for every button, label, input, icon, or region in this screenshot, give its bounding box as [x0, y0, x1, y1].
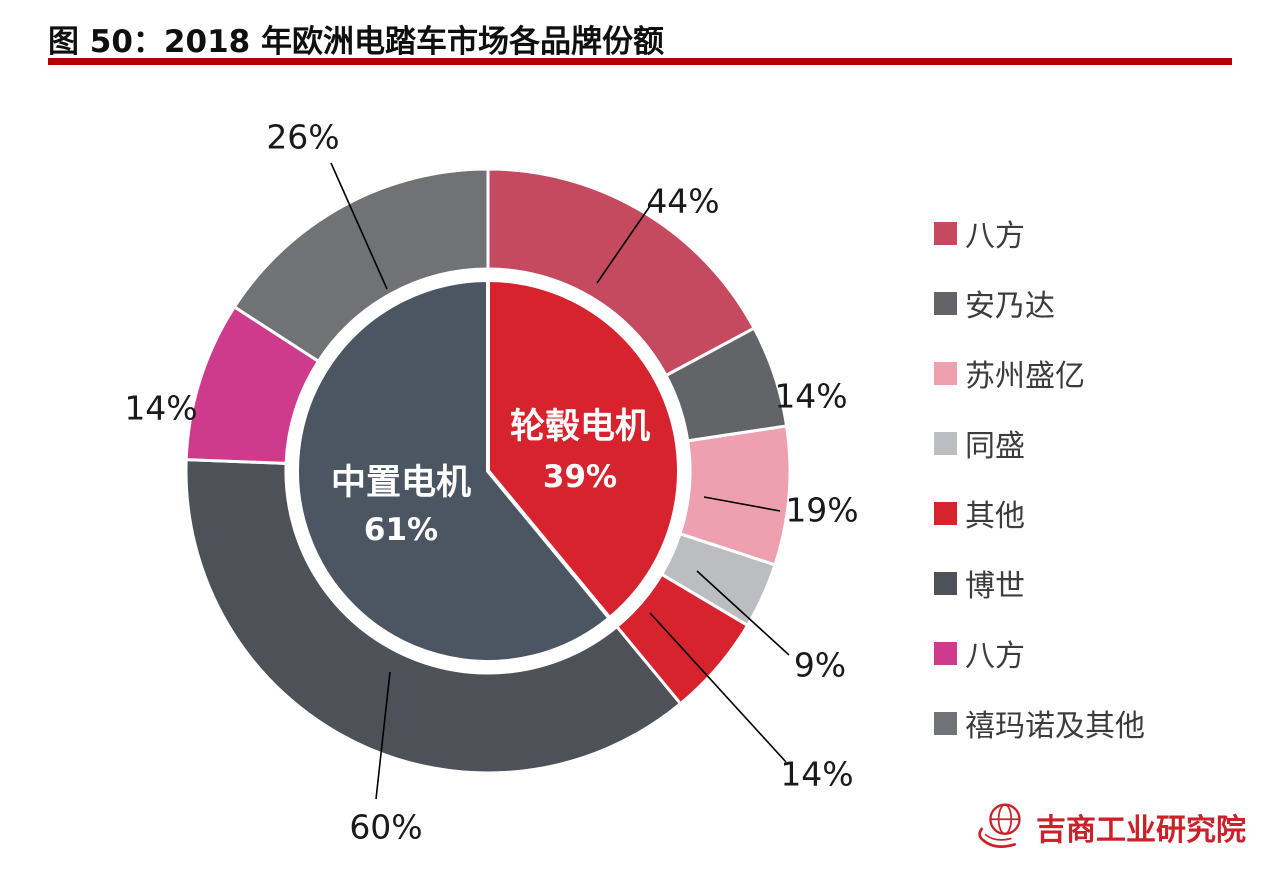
hub-motor-percent: 39% [543, 459, 617, 495]
legend-label: 八方 [965, 639, 1025, 674]
outer-ring [184, 167, 792, 775]
legend-swatch [934, 711, 957, 735]
callout-percent: 19% [785, 491, 858, 530]
legend-label: 安乃达 [965, 289, 1055, 324]
callout-line [330, 162, 388, 290]
inner-slice [295, 278, 612, 664]
callout-percent: 14% [774, 377, 847, 416]
mid-motor-percent: 61% [364, 512, 438, 548]
inner-slice-labels: 轮毂电机 39% 中置电机 61% [331, 407, 650, 548]
legend-swatch [934, 291, 957, 315]
callout-percent: 60% [349, 808, 422, 847]
legend-label: 博世 [965, 569, 1025, 604]
legend-swatch [934, 221, 957, 245]
legend-item: 同盛 [934, 408, 1145, 478]
figure-title: 图 50：2018 年欧洲电踏车市场各品牌份额 [48, 24, 665, 60]
outer-segment [184, 458, 683, 775]
legend-item: 其他 [934, 478, 1145, 548]
legend-swatch [934, 361, 957, 385]
hub-motor-label: 轮毂电机 [510, 407, 650, 447]
chart-legend: 八方 安乃达 苏州盛亿 同盛 其他 博世 八方 禧玛诺及其他 [934, 198, 1145, 758]
legend-swatch [934, 571, 957, 595]
brand-logo: 吉商工业研究院 [972, 796, 1246, 858]
legend-label: 苏州盛亿 [965, 359, 1085, 394]
legend-label: 禧玛诺及其他 [965, 709, 1145, 744]
title-underline [48, 58, 1232, 65]
globe-hand-icon [978, 803, 1021, 848]
legend-item: 八方 [934, 618, 1145, 688]
callout-line [696, 570, 790, 656]
legend-label: 八方 [965, 219, 1025, 254]
legend-swatch [934, 431, 957, 455]
inner-slice [486, 278, 681, 621]
legend-swatch [934, 501, 957, 525]
callout-line [703, 496, 781, 512]
legend-item: 安乃达 [934, 268, 1145, 338]
mid-motor-label: 中置电机 [331, 463, 471, 503]
callout-percent: 14% [124, 389, 197, 428]
callout-line [649, 612, 787, 763]
callout-labels: 44% 14% 19% 9% 14% 60% 14% 26% [124, 118, 858, 847]
callout-percent: 14% [780, 755, 853, 794]
legend-swatch [934, 641, 957, 665]
legend-item: 博世 [934, 548, 1145, 618]
legend-item: 八方 [934, 198, 1145, 268]
legend-item: 禧玛诺及其他 [934, 688, 1145, 758]
outer-segment [232, 167, 490, 364]
legend-item: 苏州盛亿 [934, 338, 1145, 408]
callout-line [596, 205, 651, 284]
callout-percent: 44% [646, 182, 719, 221]
legend-label: 其他 [965, 499, 1025, 534]
brand-name: 吉商工业研究院 [1036, 813, 1246, 848]
callout-percent: 9% [794, 646, 846, 685]
callout-percent: 26% [266, 118, 339, 157]
inner-pie [295, 278, 681, 664]
legend-label: 同盛 [965, 429, 1025, 464]
callout-line [375, 671, 391, 800]
